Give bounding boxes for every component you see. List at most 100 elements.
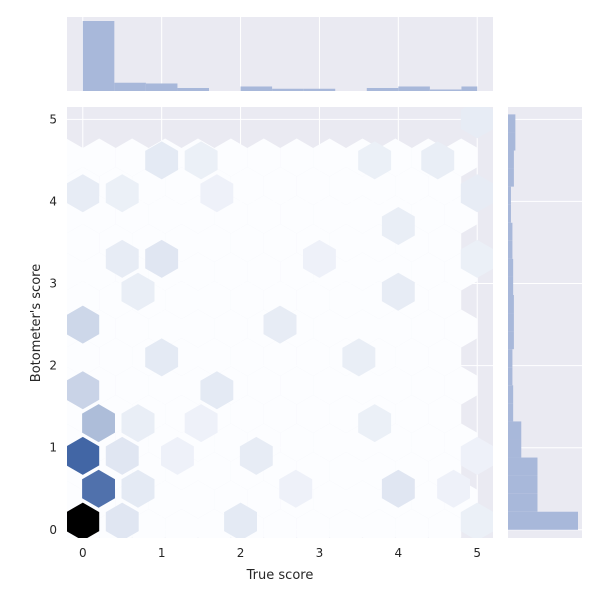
hexbin-base [313, 480, 346, 519]
y-marginal-bar-21 [508, 132, 516, 151]
hexbin-base [296, 338, 330, 376]
hexbin-base [395, 509, 429, 538]
hexbin-5 [67, 305, 100, 344]
hexbin-base [148, 366, 182, 405]
hexbin-base [230, 167, 264, 205]
hexbin-0 [67, 502, 100, 538]
hexbin-base [247, 480, 281, 519]
x-marginal-bar-2 [145, 83, 178, 91]
hexbin-35 [184, 141, 218, 180]
y-marginal-bar-3 [508, 457, 538, 476]
hexbin-base [115, 366, 149, 405]
hexbin-base [346, 480, 379, 519]
y-marginal-bar-15 [508, 240, 513, 259]
hexbin-base [33, 395, 66, 433]
hexbin-32 [437, 469, 470, 508]
hexbin-base [67, 252, 83, 291]
hexbin-base [313, 423, 346, 462]
hexbin-base [313, 138, 346, 177]
hexbin-base [115, 138, 149, 177]
hexbin-base [444, 309, 478, 348]
y-marginal-bar-5 [508, 421, 522, 440]
hexbin-base [214, 309, 248, 348]
hexbin-12 [145, 338, 179, 377]
hexbin-base [198, 452, 231, 490]
hexbin-base [33, 224, 66, 262]
hexbin-base [82, 138, 116, 177]
hexbin-base [329, 224, 363, 262]
hexbin-base [395, 338, 429, 376]
hexbin-base [329, 395, 363, 433]
hexbin-base [247, 366, 281, 405]
hexbin-18 [224, 502, 257, 538]
hexbin-34 [161, 436, 194, 475]
hexbin-base [280, 366, 314, 405]
hexbin-base [313, 309, 346, 348]
hexbin-base [198, 281, 231, 319]
hexbin-base [329, 167, 363, 205]
hexbin-base [214, 423, 248, 462]
right-marginal-histogram [508, 114, 578, 530]
hexbin-base [247, 252, 281, 291]
hexbin-base [263, 509, 297, 538]
hexbin-base [280, 423, 314, 462]
hexbin-base [165, 281, 198, 319]
hexbin-base [148, 195, 182, 234]
hexbin-33 [460, 502, 493, 538]
hexbin-8 [121, 469, 155, 508]
hexbin-base [198, 509, 231, 538]
hexbin-base [198, 224, 231, 262]
hexbin-base [313, 195, 346, 234]
x-tick-label-5: 5 [473, 546, 481, 560]
hexbin-base [263, 395, 297, 433]
hexbin-base [329, 509, 363, 538]
tick-labels: 0 1 2 3 4 5 0 1 2 3 4 5 [49, 112, 481, 560]
hexbin-10 [105, 239, 139, 278]
hexbin-base [165, 509, 198, 538]
hexbin-base [362, 509, 396, 538]
y-marginal-bar-1 [508, 493, 538, 512]
hexbin-26 [358, 141, 392, 180]
hexbin-base [296, 167, 330, 205]
y-marginal-bar-6 [508, 403, 514, 422]
hexbin-14 [121, 272, 155, 311]
hexbin-31 [460, 436, 493, 475]
hexbin-base [428, 281, 462, 319]
y-marginal-bar-18 [508, 186, 511, 205]
y-tick-label-1: 1 [49, 441, 57, 455]
hexbin-6 [105, 502, 139, 538]
hexbin-base [230, 338, 264, 376]
hexbin-13 [145, 141, 179, 180]
x-marginal-bar-5 [240, 86, 273, 91]
x-marginal-bar-6 [272, 88, 304, 91]
hexbin-base [280, 138, 314, 177]
hexbin-base [263, 338, 297, 376]
hexbin-base [411, 366, 445, 405]
hexbin-20 [263, 305, 297, 344]
y-marginal-bar-14 [508, 258, 514, 277]
top-marginal-background [67, 17, 493, 91]
hexbin-29 [460, 174, 493, 213]
y-marginal-bar-13 [508, 276, 514, 295]
hexbin-base [230, 281, 264, 319]
hexbin-base [346, 366, 379, 405]
y-marginal-bar-2 [508, 475, 538, 494]
hexbin-base [181, 252, 215, 291]
y-marginal-bar-12 [508, 294, 514, 314]
x-marginal-bar-3 [177, 87, 209, 91]
hexbin-base [99, 338, 133, 376]
hexbin-base [181, 480, 215, 519]
hexbin-layer [33, 107, 493, 538]
hexbin-base [411, 252, 445, 291]
y-axis-label: Botometer's score [29, 264, 44, 382]
hexbin-27 [421, 141, 455, 180]
hexbin-base [263, 281, 297, 319]
hexbin-base [67, 224, 100, 262]
x-tick-label-3: 3 [316, 546, 324, 560]
hexbin-base [214, 138, 248, 177]
hexbin-base [428, 338, 462, 376]
hexbin-base [214, 252, 248, 291]
hexbin-base [247, 138, 281, 177]
hexbin-base [428, 395, 462, 433]
